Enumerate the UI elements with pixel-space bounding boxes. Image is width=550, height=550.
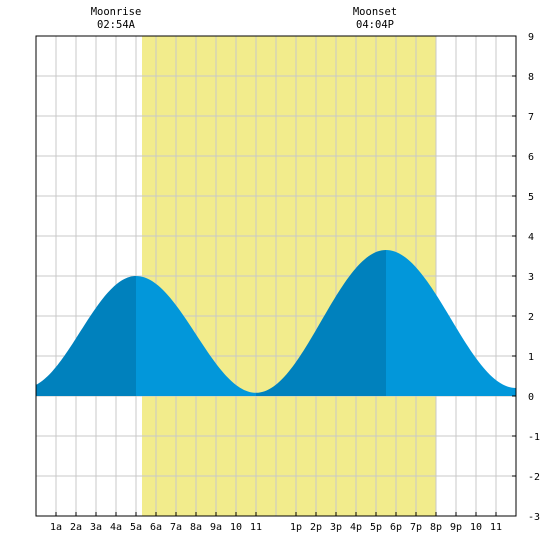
x-tick-label: 9p xyxy=(450,522,462,533)
tide-falling-segment xyxy=(386,250,516,396)
y-tick-label: 6 xyxy=(528,152,534,163)
x-tick-label: 6p xyxy=(390,522,402,533)
tide-falling-segment xyxy=(136,276,256,396)
y-tick-label: 7 xyxy=(528,112,534,123)
moonset-label: Moonset xyxy=(353,6,397,18)
tide-area xyxy=(36,250,516,396)
x-tick-label: 4p xyxy=(350,522,362,533)
y-tick-label: -1 xyxy=(528,432,540,443)
x-tick-label: 5p xyxy=(370,522,382,533)
y-axis-ticks: 9 8 7 6 5 4 3 2 1 0 -1 -2 -3 xyxy=(512,32,540,523)
y-tick-label: 3 xyxy=(528,272,534,283)
x-tick-label: 7p xyxy=(410,522,422,533)
x-tick-label: 3p xyxy=(330,522,342,533)
tide-rising-segment xyxy=(36,276,136,396)
moonset-time: 04:04P xyxy=(356,19,394,31)
y-tick-label: -2 xyxy=(528,472,540,483)
x-tick-label: 2a xyxy=(70,522,82,533)
x-axis-ticks: 1a 2a 3a 4a 5a 6a 7a 8a 9a 10 11 1p 2p 3p 4p 5p 6p 7p 8p 9p… xyxy=(50,512,502,533)
x-tick-label: 11 xyxy=(250,522,262,533)
moonrise-label: Moonrise xyxy=(91,6,142,18)
x-tick-label: 11 xyxy=(490,522,502,533)
moonrise-time: 02:54A xyxy=(97,19,136,31)
x-tick-label: 7a xyxy=(170,522,182,533)
y-tick-label: 4 xyxy=(528,232,534,243)
tide-rising-segment xyxy=(256,250,386,396)
x-tick-label: 6a xyxy=(150,522,162,533)
y-tick-label: 5 xyxy=(528,192,534,203)
y-tick-label: 0 xyxy=(528,392,534,403)
y-tick-label: 9 xyxy=(528,32,534,43)
x-tick-label: 10 xyxy=(470,522,482,533)
y-tick-label: 2 xyxy=(528,312,534,323)
x-tick-label: 5a xyxy=(130,522,142,533)
y-tick-label: 1 xyxy=(528,352,534,363)
y-tick-label: -3 xyxy=(528,512,540,523)
y-tick-label: 8 xyxy=(528,72,534,83)
x-tick-label: 1a xyxy=(50,522,62,533)
x-tick-label: 8a xyxy=(190,522,202,533)
x-tick-label: 3a xyxy=(90,522,102,533)
x-tick-label: 9a xyxy=(210,522,222,533)
x-tick-label: 10 xyxy=(230,522,242,533)
x-tick-label: 1p xyxy=(290,522,302,533)
x-tick-label: 4a xyxy=(110,522,122,533)
x-tick-label: 2p xyxy=(310,522,322,533)
x-tick-label: 8p xyxy=(430,522,442,533)
